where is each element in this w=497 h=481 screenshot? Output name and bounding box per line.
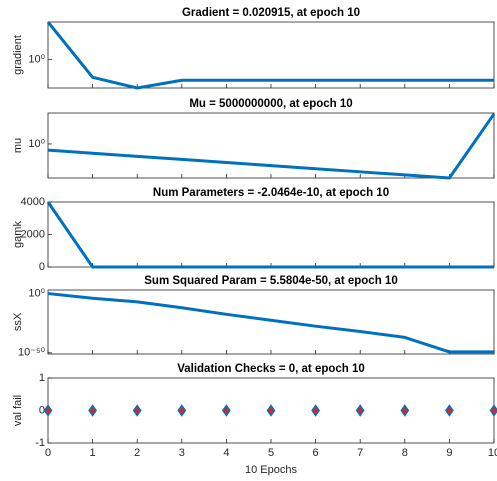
x-tick-label: 0 — [45, 447, 51, 459]
y-tick-label: 0 — [39, 261, 45, 273]
marker — [400, 404, 410, 417]
x-tick-label: 8 — [402, 447, 408, 459]
x-tick-label: 4 — [223, 447, 229, 459]
y-axis-label: gradient — [12, 35, 24, 75]
y-tick-label: 1 — [39, 372, 45, 384]
axes-box — [47, 112, 495, 179]
y-tick-label: 2000 — [21, 228, 45, 240]
data-line — [46, 201, 494, 269]
subplot-title: Num Parameters = -2.0464e-10, at epoch 1… — [153, 187, 389, 199]
x-tick-label: 10 — [488, 447, 497, 459]
marker — [88, 404, 98, 417]
y-tick-label: 4000 — [21, 196, 45, 208]
y-tick-label: 10⁰ — [28, 138, 45, 150]
subplot-title: Mu = 5000000000, at epoch 10 — [189, 98, 352, 110]
subplot-title: Validation Checks = 0, at epoch 10 — [177, 363, 365, 375]
y-axis-label: val fail — [12, 395, 24, 426]
y-tick-label: 0 — [39, 404, 45, 416]
y-tick-label: 10⁰ — [28, 287, 45, 299]
marker — [355, 404, 365, 417]
marker — [43, 404, 53, 417]
x-tick-label: 5 — [268, 447, 274, 459]
marker — [489, 404, 497, 417]
marker — [177, 404, 187, 417]
marker — [221, 404, 231, 417]
x-tick-label: 9 — [446, 447, 452, 459]
x-tick-label: 7 — [357, 447, 363, 459]
data-line — [47, 292, 494, 354]
x-tick-label: 3 — [179, 447, 185, 459]
y-tick-label: 10⁻⁵⁰ — [18, 347, 46, 359]
subplot-title: Gradient = 0.020915, at epoch 10 — [182, 7, 360, 19]
marker — [444, 404, 454, 417]
axes-box — [47, 21, 495, 89]
y-tick-label: 10⁰ — [28, 53, 45, 65]
axes-box — [47, 201, 495, 268]
y-axis-label: gamk — [12, 221, 24, 248]
x-tick-label: 2 — [134, 447, 140, 459]
data-line — [47, 113, 496, 180]
y-axis-label: ssX — [12, 312, 24, 331]
marker — [311, 404, 321, 417]
subplot-title: Sum Squared Param = 5.5804e-50, at epoch… — [144, 275, 397, 287]
y-tick-label: -1 — [35, 437, 45, 449]
x-axis-label: 10 Epochs — [245, 464, 297, 476]
x-tick-label: 6 — [313, 447, 319, 459]
data-line — [46, 21, 494, 90]
x-tick-label: 1 — [90, 447, 96, 459]
y-axis-label: mu — [12, 138, 24, 153]
marker — [132, 404, 142, 417]
marker — [266, 404, 276, 417]
